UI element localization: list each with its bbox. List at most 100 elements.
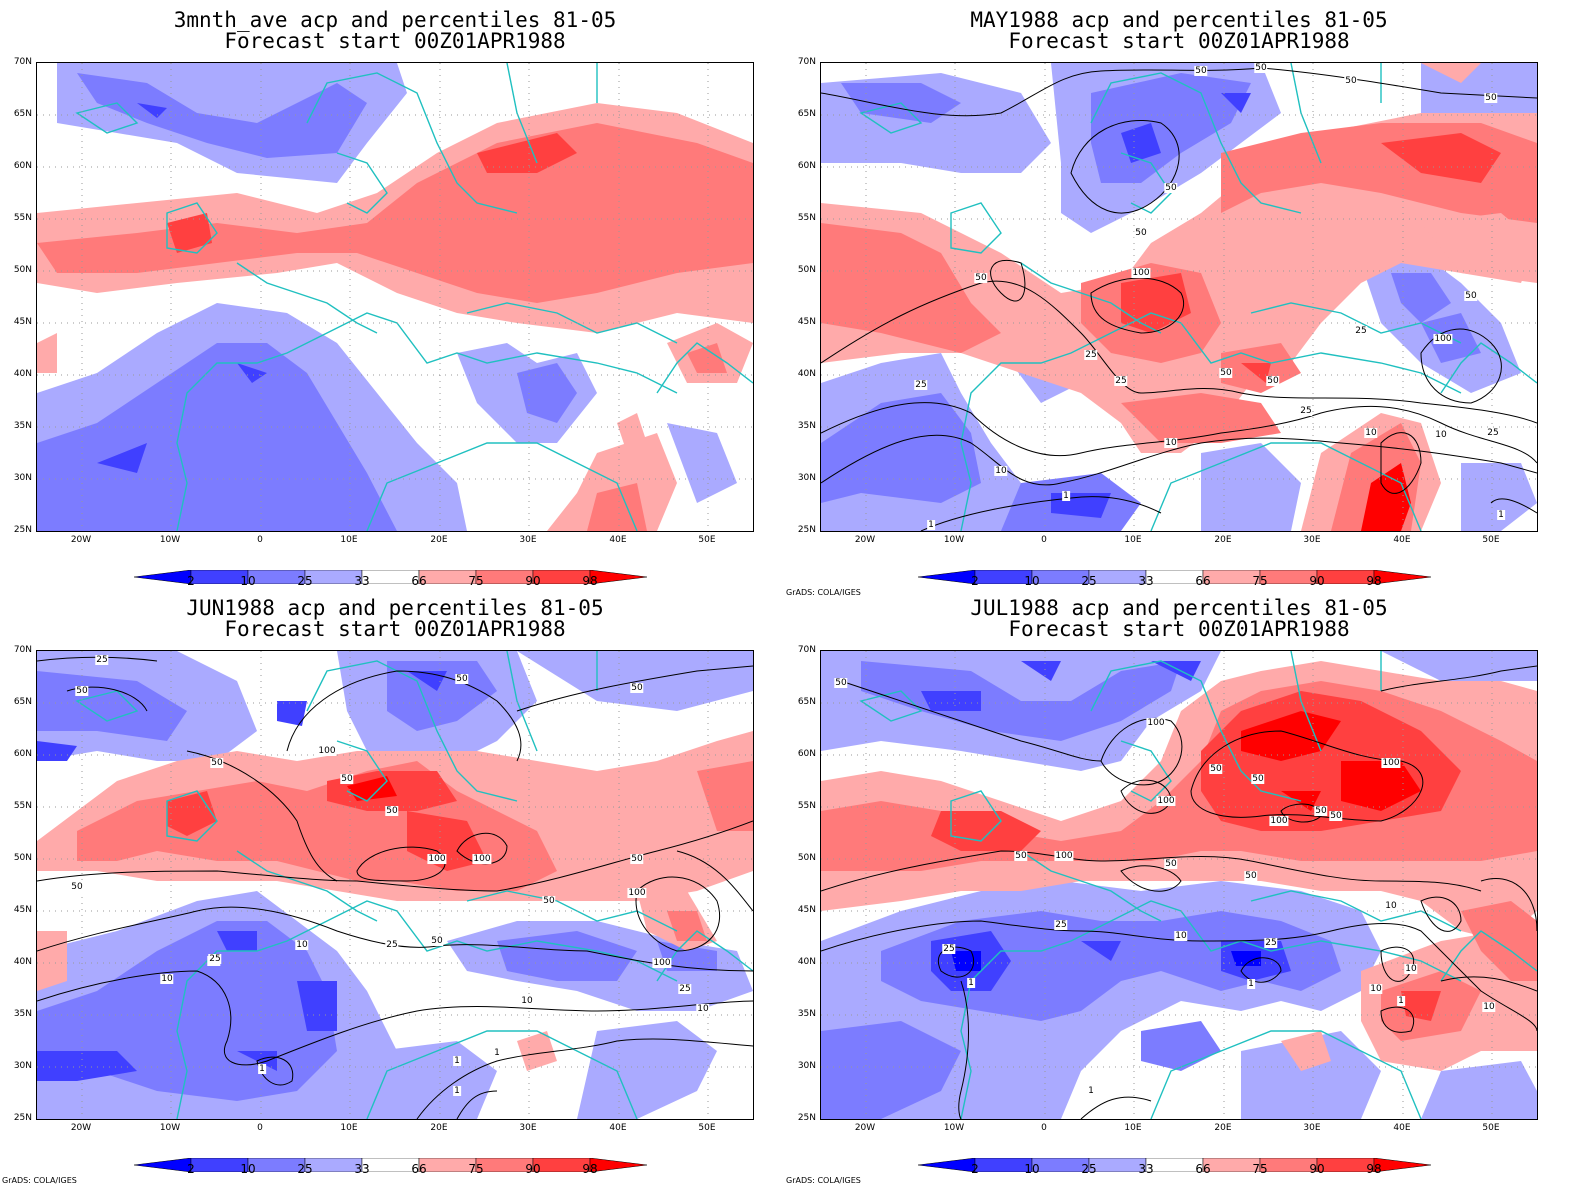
contour-label: 50: [1251, 774, 1265, 784]
lat-label: 50N: [13, 265, 32, 275]
contour-label: 1: [1087, 1086, 1095, 1096]
lat-label: 35N: [13, 1009, 32, 1019]
contour-label: 50: [542, 896, 556, 906]
contour-label: 100: [1156, 796, 1176, 806]
lon-label: 30E: [1303, 535, 1321, 545]
map-plot: 50 50 50 50 50 50 50 100 50 50 100 50 25 25 25 25 25 10 10…: [820, 62, 1538, 532]
contour-label: 50: [630, 854, 644, 864]
contour-label: 50: [630, 683, 644, 693]
contour-label: 50: [1219, 368, 1233, 378]
panel-subtitle: Forecast start 00Z01APR1988: [224, 29, 566, 53]
contour-label: 10: [1174, 931, 1188, 941]
lon-label: 40E: [609, 1123, 627, 1133]
panel-title: 3mnth_ave acp and percentiles 81-05: [173, 8, 617, 32]
lat-label: 50N: [13, 853, 32, 863]
panel-title: MAY1988 acp and percentiles 81-05: [970, 8, 1388, 32]
contour-label: 10: [520, 996, 534, 1006]
lon-label: 50E: [698, 1123, 716, 1133]
lon-label: 10W: [159, 535, 181, 545]
lon-label: 40E: [609, 535, 627, 545]
contour-label: 10: [1434, 430, 1448, 440]
lon-label: 40E: [1393, 1123, 1411, 1133]
colorbar: [918, 1158, 1432, 1172]
grads-credit: GrADS: COLA/IGES: [2, 1176, 77, 1185]
contour-label: 100: [1146, 718, 1166, 728]
contour-label: 1: [258, 1064, 266, 1074]
map-plot: 50 100 50 100 50 100 50 100 50 50 100 50 50 10 10 25 10 2…: [820, 650, 1538, 1120]
panel-subtitle: Forecast start 00Z01APR1988: [224, 617, 566, 641]
lon-label: 20E: [1214, 535, 1232, 545]
contour-label: 1: [493, 1048, 501, 1058]
colorbar-label: 2: [187, 1162, 195, 1176]
map-plot: [36, 62, 754, 532]
panel-subtitle: Forecast start 00Z01APR1988: [1008, 617, 1350, 641]
contour-label: 100: [627, 888, 647, 898]
lat-label: 50N: [797, 265, 816, 275]
contour-label: 100: [1381, 758, 1401, 768]
contour-label: 50: [974, 273, 988, 283]
lat-label: 30N: [797, 473, 816, 483]
lat-label: 60N: [797, 161, 816, 171]
lon-label: 10E: [1124, 1123, 1142, 1133]
lat-label: 45N: [13, 317, 32, 327]
contour-label: 50: [1254, 63, 1268, 73]
panel-title: JUN1988 acp and percentiles 81-05: [186, 596, 604, 620]
lat-label: 40N: [13, 369, 32, 379]
lon-label: 40E: [1393, 535, 1411, 545]
colorbar-label: 66: [411, 1162, 427, 1176]
lon-label: 50E: [1482, 1123, 1500, 1133]
contour-label: 50: [430, 936, 444, 946]
lat-label: 40N: [797, 369, 816, 379]
contour-label: 10: [1364, 428, 1378, 438]
grads-credit: GrADS: COLA/IGES: [786, 588, 861, 597]
lat-label: 35N: [797, 421, 816, 431]
contour-label: 25: [1354, 326, 1368, 336]
lat-label: 55N: [797, 801, 816, 811]
lat-label: 25N: [797, 1113, 816, 1123]
lon-label: 20W: [70, 1123, 92, 1133]
colorbar-end-high: [589, 570, 648, 584]
contour-label: 100: [1131, 268, 1151, 278]
contour-label: 1: [453, 1086, 461, 1096]
contour-label: 25: [942, 944, 956, 954]
colorbar-label: 33: [354, 1162, 370, 1176]
colorbar-end-high: [589, 1158, 648, 1172]
contour-label: 100: [1054, 851, 1074, 861]
contour-label: 25: [1299, 406, 1313, 416]
colorbar-label: 66: [411, 574, 427, 588]
contour-label: 10: [1384, 901, 1398, 911]
contour-label: 50: [1164, 183, 1178, 193]
colorbar-label: 10: [240, 574, 256, 588]
lon-label: 20W: [854, 1123, 876, 1133]
map-panel-3: JUN1988 acp and percentiles 81-05 Foreca…: [0, 588, 790, 1185]
colorbar-label: 33: [1138, 574, 1154, 588]
grid-lines: [37, 63, 753, 531]
lat-label: 40N: [797, 957, 816, 967]
map-plot: 25 50 50 50 100 50 50 50 100 100 100 50 50 50 25 25 50 10…: [36, 650, 754, 1120]
lat-label: 60N: [13, 161, 32, 171]
contour-label: 1: [967, 978, 975, 988]
contour-label: 50: [210, 758, 224, 768]
colorbar-label: 75: [1252, 1162, 1268, 1176]
lon-label: 30E: [1303, 1123, 1321, 1133]
contour-label: 25: [1084, 350, 1098, 360]
contour-label: 10: [994, 466, 1008, 476]
colorbar-label: 25: [297, 574, 313, 588]
lat-label: 45N: [13, 905, 32, 915]
lat-label: 65N: [797, 109, 816, 119]
contour-label: 50: [1209, 764, 1223, 774]
contour-label: 50: [1344, 76, 1358, 86]
contour-label: 50: [1314, 806, 1328, 816]
contour-label: 25: [1054, 920, 1068, 930]
colorbar-label: 98: [1366, 574, 1382, 588]
contour-label: 50: [1164, 859, 1178, 869]
lat-label: 65N: [797, 697, 816, 707]
contour-label: 25: [208, 954, 222, 964]
coastlines: [859, 63, 1537, 531]
lat-label: 60N: [13, 749, 32, 759]
shaded-field: [821, 651, 1537, 1119]
contour-label: 10: [1164, 438, 1178, 448]
contour-label: 100: [1269, 816, 1289, 826]
colorbar-label: 2: [971, 1162, 979, 1176]
shaded-field: [821, 63, 1537, 531]
